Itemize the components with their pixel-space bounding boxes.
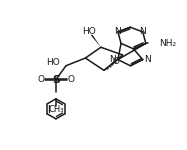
Text: NH₂: NH₂ [159,39,176,48]
Text: O: O [67,75,74,84]
Text: HO: HO [46,58,60,67]
Text: N: N [139,27,146,36]
Text: CH₃: CH₃ [48,105,64,114]
Text: O: O [113,57,120,66]
Text: S: S [52,75,60,85]
Text: HO: HO [82,27,96,36]
Text: N: N [110,55,116,64]
Text: N: N [144,55,151,64]
Text: N: N [115,27,121,36]
Text: O: O [38,75,45,84]
Polygon shape [91,34,101,47]
